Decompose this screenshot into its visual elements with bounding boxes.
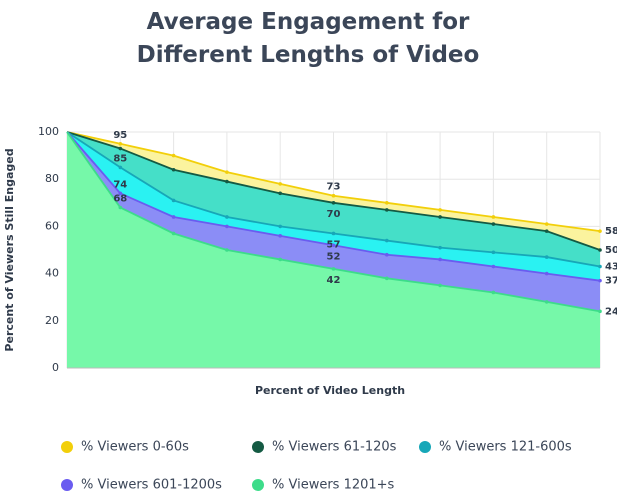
- point: [598, 264, 602, 269]
- point: [171, 215, 176, 219]
- point: [118, 205, 123, 210]
- point: [438, 245, 442, 250]
- point: [385, 252, 389, 257]
- x-axis-label: Percent of Video Length: [255, 384, 405, 397]
- legend-marker: [252, 441, 264, 453]
- data-label: 42: [327, 275, 341, 286]
- legend-marker: [61, 479, 73, 491]
- legend-label: % Viewers 121-600s: [439, 440, 572, 455]
- point: [225, 248, 229, 252]
- point: [171, 231, 176, 236]
- data-label: 43: [605, 262, 617, 273]
- point: [438, 215, 442, 219]
- point: [118, 146, 123, 151]
- legend-marker: [61, 441, 73, 453]
- point: [385, 208, 389, 212]
- point: [385, 276, 389, 281]
- area: [67, 132, 600, 368]
- point: [438, 283, 442, 288]
- point: [491, 215, 496, 219]
- point: [331, 243, 336, 248]
- point: [544, 222, 549, 226]
- point: [331, 267, 336, 271]
- legend-label: % Viewers 61-120s: [272, 440, 397, 455]
- point: [278, 224, 283, 229]
- point: [491, 222, 496, 226]
- y-tick-label: 80: [45, 172, 59, 185]
- data-label: 73: [327, 182, 341, 193]
- data-label: 24: [605, 306, 617, 317]
- point: [331, 231, 336, 236]
- point: [544, 229, 549, 233]
- point: [225, 224, 229, 229]
- point: [491, 250, 496, 255]
- data-label: 85: [113, 153, 127, 164]
- point: [118, 165, 123, 170]
- point: [171, 153, 176, 158]
- y-tick-label: 0: [52, 361, 59, 374]
- point: [331, 201, 336, 205]
- y-tick-label: 20: [45, 314, 59, 327]
- point: [491, 290, 496, 295]
- data-label: 58: [605, 226, 617, 237]
- point: [171, 167, 176, 172]
- point: [278, 191, 283, 196]
- point: [225, 215, 229, 219]
- point: [385, 238, 389, 243]
- point: [118, 191, 123, 196]
- data-label: 37: [605, 276, 617, 287]
- point: [278, 257, 283, 262]
- point: [544, 300, 549, 304]
- point: [171, 198, 176, 203]
- point: [438, 257, 442, 262]
- chart-title: Average Engagement for Different Lengths…: [136, 9, 480, 68]
- y-tick-label: 40: [45, 267, 59, 280]
- y-axis-label: Percent of Viewers Still Engaged: [3, 148, 16, 351]
- point: [385, 201, 389, 205]
- legend-marker: [419, 441, 431, 453]
- legend-label: % Viewers 0-60s: [81, 440, 189, 455]
- point: [118, 142, 123, 146]
- point: [225, 170, 229, 174]
- legend-label: % Viewers 1201+s: [272, 478, 395, 491]
- point: [278, 182, 283, 186]
- data-label: 70: [327, 209, 341, 220]
- y-tick-label: 60: [45, 219, 59, 232]
- y-tick-label: 100: [38, 125, 59, 138]
- data-label: 50: [605, 245, 617, 256]
- legend-marker: [252, 479, 264, 491]
- point: [598, 229, 602, 233]
- data-label: 68: [113, 194, 127, 205]
- point: [598, 278, 602, 283]
- point: [225, 179, 229, 184]
- point: [544, 255, 549, 259]
- point: [544, 271, 549, 276]
- data-label: 52: [327, 251, 341, 262]
- legend-label: % Viewers 601-1200s: [81, 478, 222, 491]
- point: [331, 193, 336, 198]
- point: [598, 248, 602, 252]
- data-label: 95: [113, 130, 127, 141]
- point: [598, 309, 602, 314]
- data-label: 74: [113, 179, 127, 190]
- point: [491, 264, 496, 269]
- point: [278, 234, 283, 238]
- point: [438, 208, 442, 212]
